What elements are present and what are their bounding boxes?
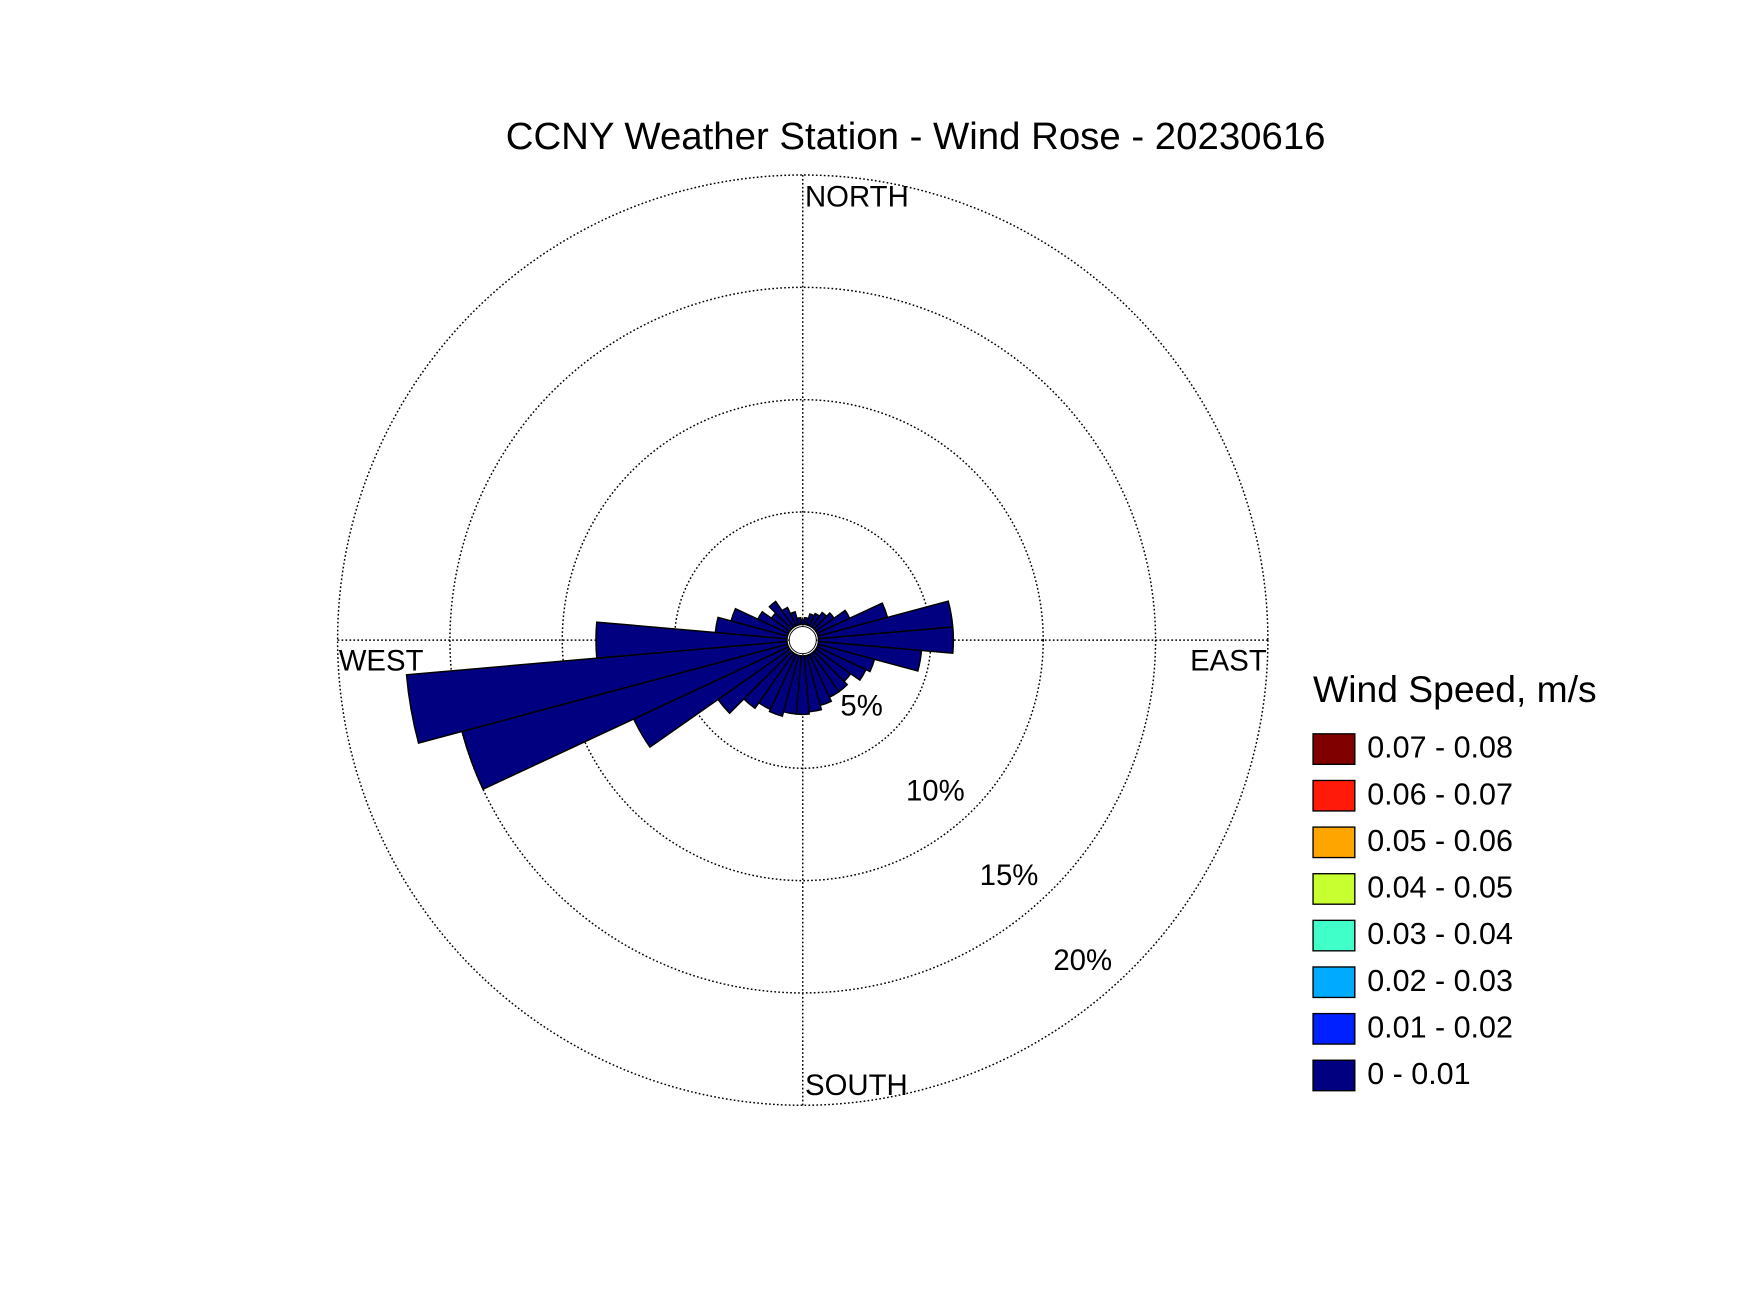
legend-swatch [1312, 779, 1356, 812]
wedge [768, 653, 800, 718]
grid-ring [561, 398, 1044, 882]
wedge [781, 606, 798, 629]
wedge [730, 607, 790, 637]
legend-label: 0.02 - 0.03 [1367, 964, 1513, 998]
wedge [789, 610, 800, 627]
direction-label: EAST [1190, 644, 1267, 677]
r-tick-label: 20% [1053, 944, 1112, 977]
legend-label: 0.06 - 0.07 [1367, 777, 1513, 811]
legend-swatch [1312, 966, 1356, 999]
labels: NORTH EAST SOUTH WEST 5% 10% 15% 20% [339, 180, 1267, 1102]
wedge [796, 616, 803, 626]
wedge [768, 600, 795, 630]
legend-swatch [1312, 1059, 1356, 1092]
center-hole [788, 626, 817, 655]
legend-swatch [1312, 1012, 1356, 1045]
legend-swatch [1312, 919, 1356, 952]
legend-label: 0.01 - 0.02 [1367, 1010, 1513, 1044]
grid [336, 174, 1269, 1107]
legend-swatch [1312, 873, 1356, 905]
wedge [714, 616, 789, 640]
wedge [595, 621, 788, 659]
legend-swatch [1312, 826, 1356, 859]
legend-label: 0.03 - 0.04 [1367, 917, 1513, 951]
legend-label: 0.07 - 0.08 [1367, 731, 1513, 765]
r-tick-label: 15% [980, 859, 1039, 892]
direction-label: SOUTH [805, 1069, 908, 1102]
direction-label: WEST [339, 644, 424, 677]
direction-label: NORTH [805, 180, 909, 213]
legend: Wind Speed, m/s 0 - 0.01 0.01 - 0.02 0.02 … [1312, 668, 1597, 1092]
bars [405, 600, 955, 791]
legend-label: 0 - 0.01 [1367, 1057, 1470, 1091]
wedge [756, 610, 791, 635]
legend-title: Wind Speed, m/s [1313, 668, 1597, 710]
chart-title: CCNY Weather Station - Wind Rose - 20230… [506, 115, 1326, 158]
legend-label: 0.04 - 0.05 [1367, 871, 1513, 905]
wedge [405, 640, 789, 744]
legend-swatch [1312, 733, 1356, 765]
grid-ring [336, 174, 1269, 1107]
r-tick-label: 10% [906, 774, 965, 807]
wedge [817, 640, 923, 672]
wedge [817, 626, 955, 655]
wedge [816, 643, 876, 673]
r-tick-label: 5% [840, 690, 882, 723]
legend-label: 0.05 - 0.06 [1367, 824, 1513, 858]
wedge [814, 645, 867, 682]
